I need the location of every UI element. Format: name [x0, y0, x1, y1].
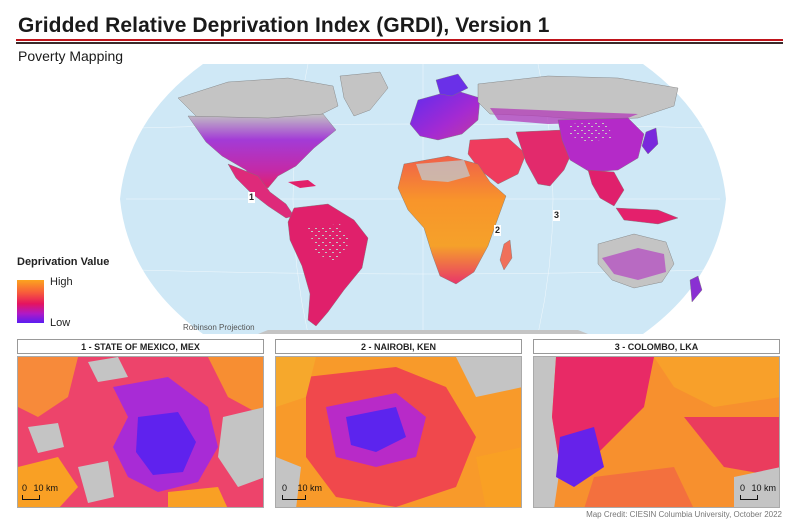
legend-low-label: Low — [50, 317, 71, 329]
inset-title: 1 - STATE OF MEXICO, MEX — [17, 339, 264, 354]
page-title: Gridded Relative Deprivation Index (GRDI… — [18, 14, 550, 37]
scale-text: 10 km — [33, 483, 59, 493]
asia-north — [477, 75, 679, 121]
callout-1: 1 — [248, 192, 256, 203]
europe — [409, 89, 481, 141]
projection-label: Robinson Projection — [183, 323, 255, 332]
inset-map[interactable]: 0 10 km — [533, 356, 780, 508]
scale-bar: 0 10 km — [22, 483, 59, 500]
title-rule-red — [16, 39, 783, 41]
legend-title: Deprivation Value — [17, 256, 110, 268]
title-rule-dark — [16, 42, 783, 44]
page-subtitle: Poverty Mapping — [18, 48, 124, 64]
inset-colombo[interactable]: 3 - COLOMBO, LKA 0 10 km — [533, 339, 780, 508]
south-america — [287, 203, 369, 327]
scale-zero: 0 — [740, 483, 746, 493]
inset-title: 2 - NAIROBI, KEN — [275, 339, 522, 354]
inset-state-of-mexico[interactable]: 1 - STATE OF MEXICO, MEX 0 10 km — [17, 339, 264, 508]
scale-text: 10 km — [751, 483, 777, 493]
scale-zero: 0 — [22, 483, 28, 493]
middle-east — [467, 137, 527, 185]
inset-map[interactable]: 0 10 km — [275, 356, 522, 508]
scale-bar: 0 10 km — [282, 483, 323, 500]
inset-nairobi[interactable]: 2 - NAIROBI, KEN 0 10 km — [275, 339, 522, 508]
callout-3: 3 — [553, 210, 561, 221]
southeast-asia — [587, 169, 625, 207]
north-america — [187, 113, 337, 189]
legend-high-label: High — [50, 276, 73, 288]
scale-text: 10 km — [297, 483, 323, 493]
inset-title: 3 - COLOMBO, LKA — [533, 339, 780, 354]
map-credit: Map Credit: CIESIN Columbia University, … — [586, 510, 782, 519]
callout-2: 2 — [494, 225, 502, 236]
legend-color-ramp — [17, 280, 44, 323]
inset-map[interactable]: 0 10 km — [17, 356, 264, 508]
scale-bar: 0 10 km — [740, 483, 777, 500]
africa — [397, 155, 507, 285]
world-map[interactable] — [118, 58, 728, 340]
greenland — [339, 71, 389, 117]
scale-zero: 0 — [282, 483, 288, 493]
